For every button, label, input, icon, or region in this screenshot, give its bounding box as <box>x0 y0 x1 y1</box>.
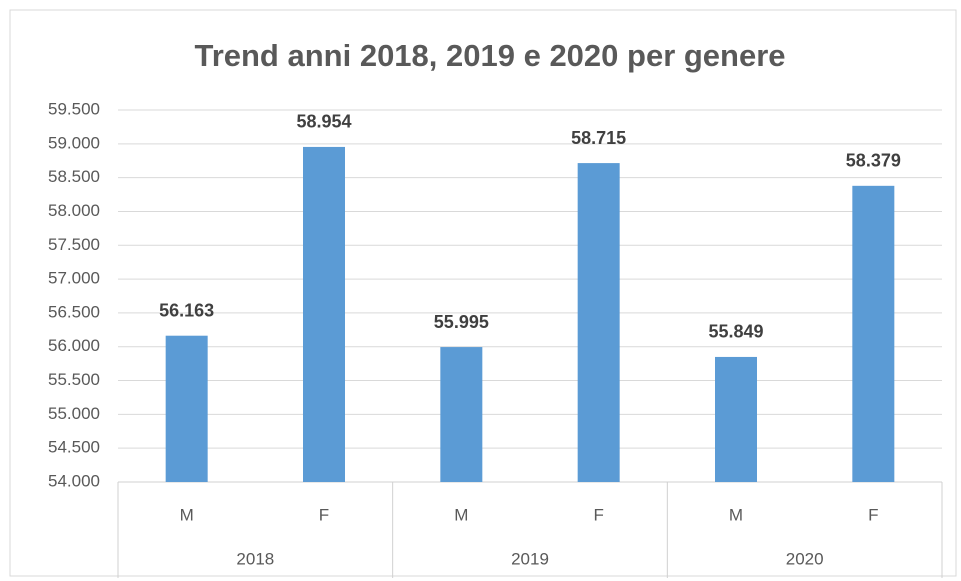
bar <box>303 146 345 483</box>
x-tick-label: M <box>729 505 743 524</box>
bar <box>440 347 483 482</box>
data-label: 56.163 <box>159 300 214 320</box>
x-tick-label: M <box>454 505 468 524</box>
bar <box>165 335 208 482</box>
y-tick-label: 56.500 <box>48 302 100 321</box>
data-label: 58.379 <box>846 151 901 171</box>
y-tick-label: 59.500 <box>48 99 100 118</box>
data-label: 55.849 <box>708 322 763 342</box>
group-label: 2019 <box>511 549 549 568</box>
bar <box>852 185 895 482</box>
data-label: 58.954 <box>296 112 351 132</box>
y-tick-label: 59.000 <box>48 133 100 152</box>
x-tick-label: F <box>868 505 878 524</box>
x-tick-label: F <box>593 505 603 524</box>
chart-title: Trend anni 2018, 2019 e 2020 per genere <box>194 38 785 73</box>
chart-border <box>9 9 957 577</box>
y-tick-label: 56.000 <box>48 336 100 355</box>
y-tick-label: 55.500 <box>48 370 100 389</box>
y-tick-label: 54.500 <box>48 438 100 457</box>
bar <box>715 356 757 482</box>
data-label: 55.995 <box>434 312 489 332</box>
y-tick-label: 54.000 <box>48 471 100 490</box>
y-tick-label: 57.000 <box>48 269 100 288</box>
x-tick-label: M <box>180 505 194 524</box>
group-label: 2018 <box>236 549 274 568</box>
x-tick-label: F <box>319 505 329 524</box>
data-label: 58.715 <box>571 128 626 148</box>
group-label: 2020 <box>786 549 824 568</box>
y-tick-label: 57.500 <box>48 235 100 254</box>
y-tick-label: 58.500 <box>48 167 100 186</box>
y-tick-label: 55.000 <box>48 404 100 423</box>
bar <box>577 163 620 482</box>
y-tick-label: 58.000 <box>48 201 100 220</box>
